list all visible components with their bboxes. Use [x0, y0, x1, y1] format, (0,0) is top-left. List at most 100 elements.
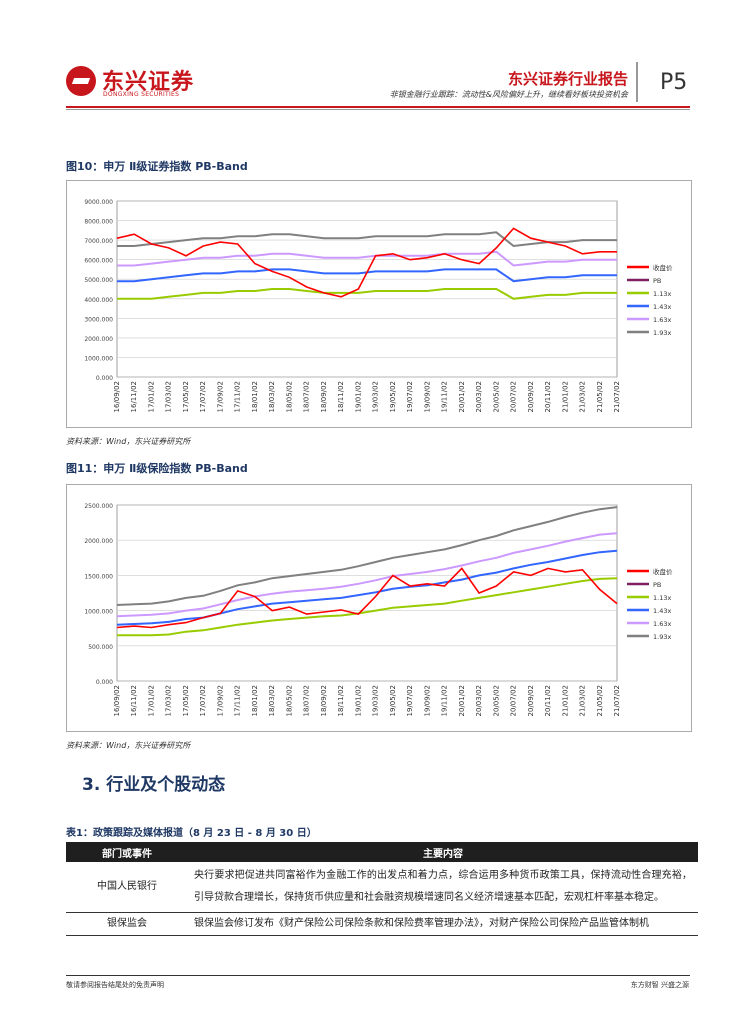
- x-tick-label: 21/03/02: [579, 381, 587, 412]
- x-tick-label: 19/05/02: [389, 381, 397, 412]
- legend-label: 1.63x: [653, 620, 671, 628]
- x-tick-label: 21/05/02: [596, 381, 604, 412]
- logo-cn-text: 东兴证券: [102, 70, 195, 95]
- x-tick-label: 17/11/02: [234, 685, 242, 716]
- x-tick-label: 20/03/02: [475, 685, 483, 716]
- x-tick-label: 17/03/02: [165, 381, 173, 412]
- table-row: 银保监会 银保监会修订发布《财产保险公司保险条款和保险费率管理办法》，对财产保险…: [66, 912, 698, 936]
- legend-label: 1.13x: [653, 594, 671, 602]
- x-tick-label: 16/09/02: [113, 381, 121, 412]
- x-tick-label: 17/11/02: [234, 381, 242, 412]
- x-tick-label: 19/07/02: [406, 685, 414, 716]
- x-tick-label: 16/11/02: [130, 381, 138, 412]
- x-tick-label: 16/09/02: [113, 685, 121, 716]
- x-tick-label: 20/05/02: [492, 381, 500, 412]
- page-number: P5: [660, 70, 688, 95]
- x-tick-label: 17/05/02: [182, 685, 190, 716]
- x-tick-label: 21/03/02: [579, 685, 587, 716]
- footer-disclaimer: 敬请参阅报告结尾处的免责声明: [66, 981, 164, 989]
- series-line-1.13x: [117, 577, 618, 637]
- series-line-1.63x: [117, 250, 617, 267]
- x-tick-label: 19/01/02: [354, 685, 362, 716]
- legend-label: PB: [653, 581, 661, 589]
- footer-rule: [66, 975, 690, 976]
- x-tick-label: 18/05/02: [285, 381, 293, 412]
- x-tick-label: 20/01/02: [458, 381, 466, 412]
- x-tick-label: 18/05/02: [285, 685, 293, 716]
- y-tick-label: 5000.000: [84, 277, 113, 284]
- x-tick-label: 17/07/02: [199, 685, 207, 716]
- x-tick-label: 21/01/02: [561, 685, 569, 716]
- fig11-title: 图11：申万 Ⅱ级保险指数 PB-Band: [66, 462, 248, 475]
- table-cell-content: 央行要求把促进共同富裕作为金融工作的出发点和着力点，综合运用多种货币政策工具，保…: [188, 862, 698, 913]
- x-tick-label: 19/09/02: [423, 685, 431, 716]
- fig10-chart-frame: 9000.000 8000.000 7000.000 6000.000 5000.000…: [66, 180, 692, 428]
- header-rule-thin: [66, 109, 690, 110]
- x-tick-label: 20/07/02: [510, 381, 518, 412]
- y-tick-label: 1000.000: [84, 355, 113, 362]
- legend-label: 收盘价: [653, 263, 673, 272]
- x-tick-label: 17/05/02: [182, 381, 190, 412]
- fig11-source: 资料来源：Wind，东兴证券研究所: [66, 741, 191, 750]
- y-tick-label: 8000.000: [84, 219, 113, 226]
- x-tick-label: 20/09/02: [527, 685, 535, 716]
- x-tick-label: 19/05/02: [389, 685, 397, 716]
- x-tick-label: 21/07/02: [613, 685, 621, 716]
- y-tick-label: 1000.000: [84, 609, 113, 616]
- header-rule: [66, 106, 690, 108]
- x-tick-label: 19/03/02: [372, 685, 380, 716]
- x-tick-label: 17/09/02: [216, 381, 224, 412]
- report-title: 东兴证券行业报告: [507, 70, 628, 88]
- report-subtitle: 非银金融行业跟踪：流动性&风险偏好上升，继续看好板块投资机会: [389, 90, 628, 99]
- y-tick-label: 2000.000: [84, 336, 113, 343]
- plot-area: [116, 200, 618, 378]
- x-tick-label: 20/01/02: [458, 685, 466, 716]
- x-tick-label: 18/09/02: [320, 685, 328, 716]
- table1-title: 表1：政策跟踪及媒体报道（8 月 23 日 - 8 月 30 日）: [66, 828, 317, 839]
- x-tick-label: 17/01/02: [147, 685, 155, 716]
- x-tick-label: 20/03/02: [475, 381, 483, 412]
- y-tick-label: 7000.000: [84, 238, 113, 245]
- policy-table: 部门或事件 主要内容 中国人民银行 央行要求把促进共同富裕作为金融工作的出发点和…: [66, 842, 698, 936]
- y-tick-label: 500.000: [88, 644, 113, 651]
- series-line-1.13x: [117, 288, 617, 300]
- legend-label: 1.43x: [653, 303, 671, 311]
- x-tick-label: 19/03/02: [372, 381, 380, 412]
- x-tick-label: 18/11/02: [337, 685, 345, 716]
- x-tick-label: 21/05/02: [596, 685, 604, 716]
- y-tick-label: 1500.000: [84, 573, 113, 580]
- y-tick-label: 4000.000: [84, 297, 113, 304]
- table-cell-content: 银保监会修订发布《财产保险公司保险条款和保险费率管理办法》，对财产保险公司保险产…: [188, 912, 698, 936]
- fig10-title: 图10：申万 Ⅱ级证券指数 PB-Band: [66, 160, 248, 173]
- x-tick-label: 20/07/02: [510, 685, 518, 716]
- y-tick-label: 0.000: [96, 375, 113, 382]
- legend-label: 1.43x: [653, 607, 671, 615]
- table-cell-dept: 中国人民银行: [66, 862, 188, 913]
- y-tick-label: 6000.000: [84, 258, 113, 265]
- x-tick-label: 17/03/02: [165, 685, 173, 716]
- x-tick-label: 20/11/02: [544, 685, 552, 716]
- x-tick-label: 19/01/02: [354, 381, 362, 412]
- x-tick-label: 17/01/02: [147, 381, 155, 412]
- fig11-chart-frame: 2500.000 2000.000 1500.000 1000.000 500.000 0…: [66, 484, 692, 732]
- y-tick-label: 9000.000: [84, 199, 113, 206]
- x-tick-label: 18/01/02: [251, 381, 259, 412]
- x-tick-label: 19/07/02: [406, 381, 414, 412]
- series-line-1.63x: [116, 532, 618, 618]
- y-tick-label: 2000.000: [84, 538, 113, 545]
- fig10-source: 资料来源：Wind，东兴证券研究所: [66, 437, 191, 446]
- company-logo-icon: [66, 66, 96, 96]
- x-tick-label: 17/09/02: [216, 685, 224, 716]
- x-tick-label: 16/11/02: [130, 685, 138, 716]
- legend-label: 1.63x: [653, 316, 671, 324]
- legend-label: 1.93x: [653, 329, 671, 337]
- legend-label: PB: [653, 277, 661, 285]
- x-tick-label: 20/11/02: [544, 381, 552, 412]
- y-tick-label: 3000.000: [84, 316, 113, 323]
- x-tick-label: 19/09/02: [423, 381, 431, 412]
- logo-en-text: DONGXING SECURITIES: [103, 91, 180, 98]
- x-tick-label: 18/03/02: [268, 381, 276, 412]
- header-divider: [636, 62, 638, 102]
- table-header-dept: 部门或事件: [66, 842, 188, 862]
- y-tick-label: 0.000: [96, 679, 113, 686]
